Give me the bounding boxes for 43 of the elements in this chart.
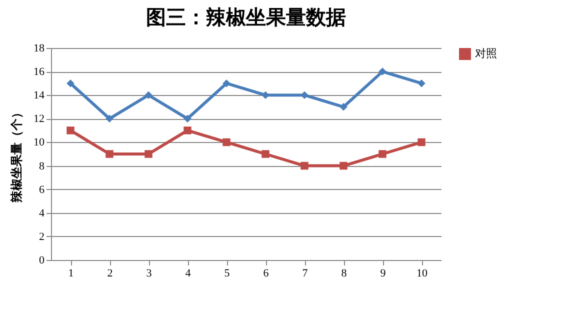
legend-label: 对照 [475, 47, 497, 60]
y-tick-label: 14 [34, 90, 45, 102]
y-tick-label: 2 [39, 230, 44, 243]
y-tick-label: 6 [39, 184, 45, 196]
point [418, 138, 426, 146]
point [66, 79, 74, 88]
chart-title: 图三：辣椒坐果量数据 [146, 6, 346, 29]
point [300, 162, 308, 170]
point [340, 162, 348, 170]
y-tick-label: 16 [34, 66, 45, 78]
point [222, 138, 230, 146]
x-tick-label: 8 [341, 268, 348, 280]
x-tick-label: 7 [302, 268, 308, 280]
x-tick-label: 4 [185, 268, 192, 280]
y-axis-title: 辣椒坐果量（个） [10, 106, 24, 204]
point [418, 79, 426, 88]
y-tick-label: 18 [34, 42, 45, 54]
y-tick-label: 10 [34, 136, 45, 149]
point [106, 114, 114, 123]
point [262, 91, 270, 99]
x-tick-label: 1 [68, 268, 74, 280]
x-tick-label: 3 [146, 268, 152, 280]
point [222, 79, 230, 88]
point [144, 150, 152, 158]
point [378, 68, 386, 76]
x-tick-label: 10 [416, 268, 428, 280]
point [378, 150, 386, 158]
y-tick-label: 8 [39, 160, 45, 172]
point [144, 91, 152, 99]
point [66, 126, 74, 134]
point [184, 114, 192, 123]
point [184, 126, 192, 134]
x-tick-label: 9 [380, 268, 386, 280]
x-tick-label: 5 [224, 268, 230, 280]
point [262, 150, 270, 158]
x-tick-label: 2 [107, 268, 113, 280]
point [340, 103, 348, 111]
y-tick-label: 12 [34, 113, 44, 126]
point [300, 91, 308, 99]
y-tick-label: 4 [39, 207, 45, 220]
point [106, 150, 114, 158]
y-tick-label: 0 [39, 254, 45, 266]
x-tick-label: 6 [263, 268, 270, 280]
